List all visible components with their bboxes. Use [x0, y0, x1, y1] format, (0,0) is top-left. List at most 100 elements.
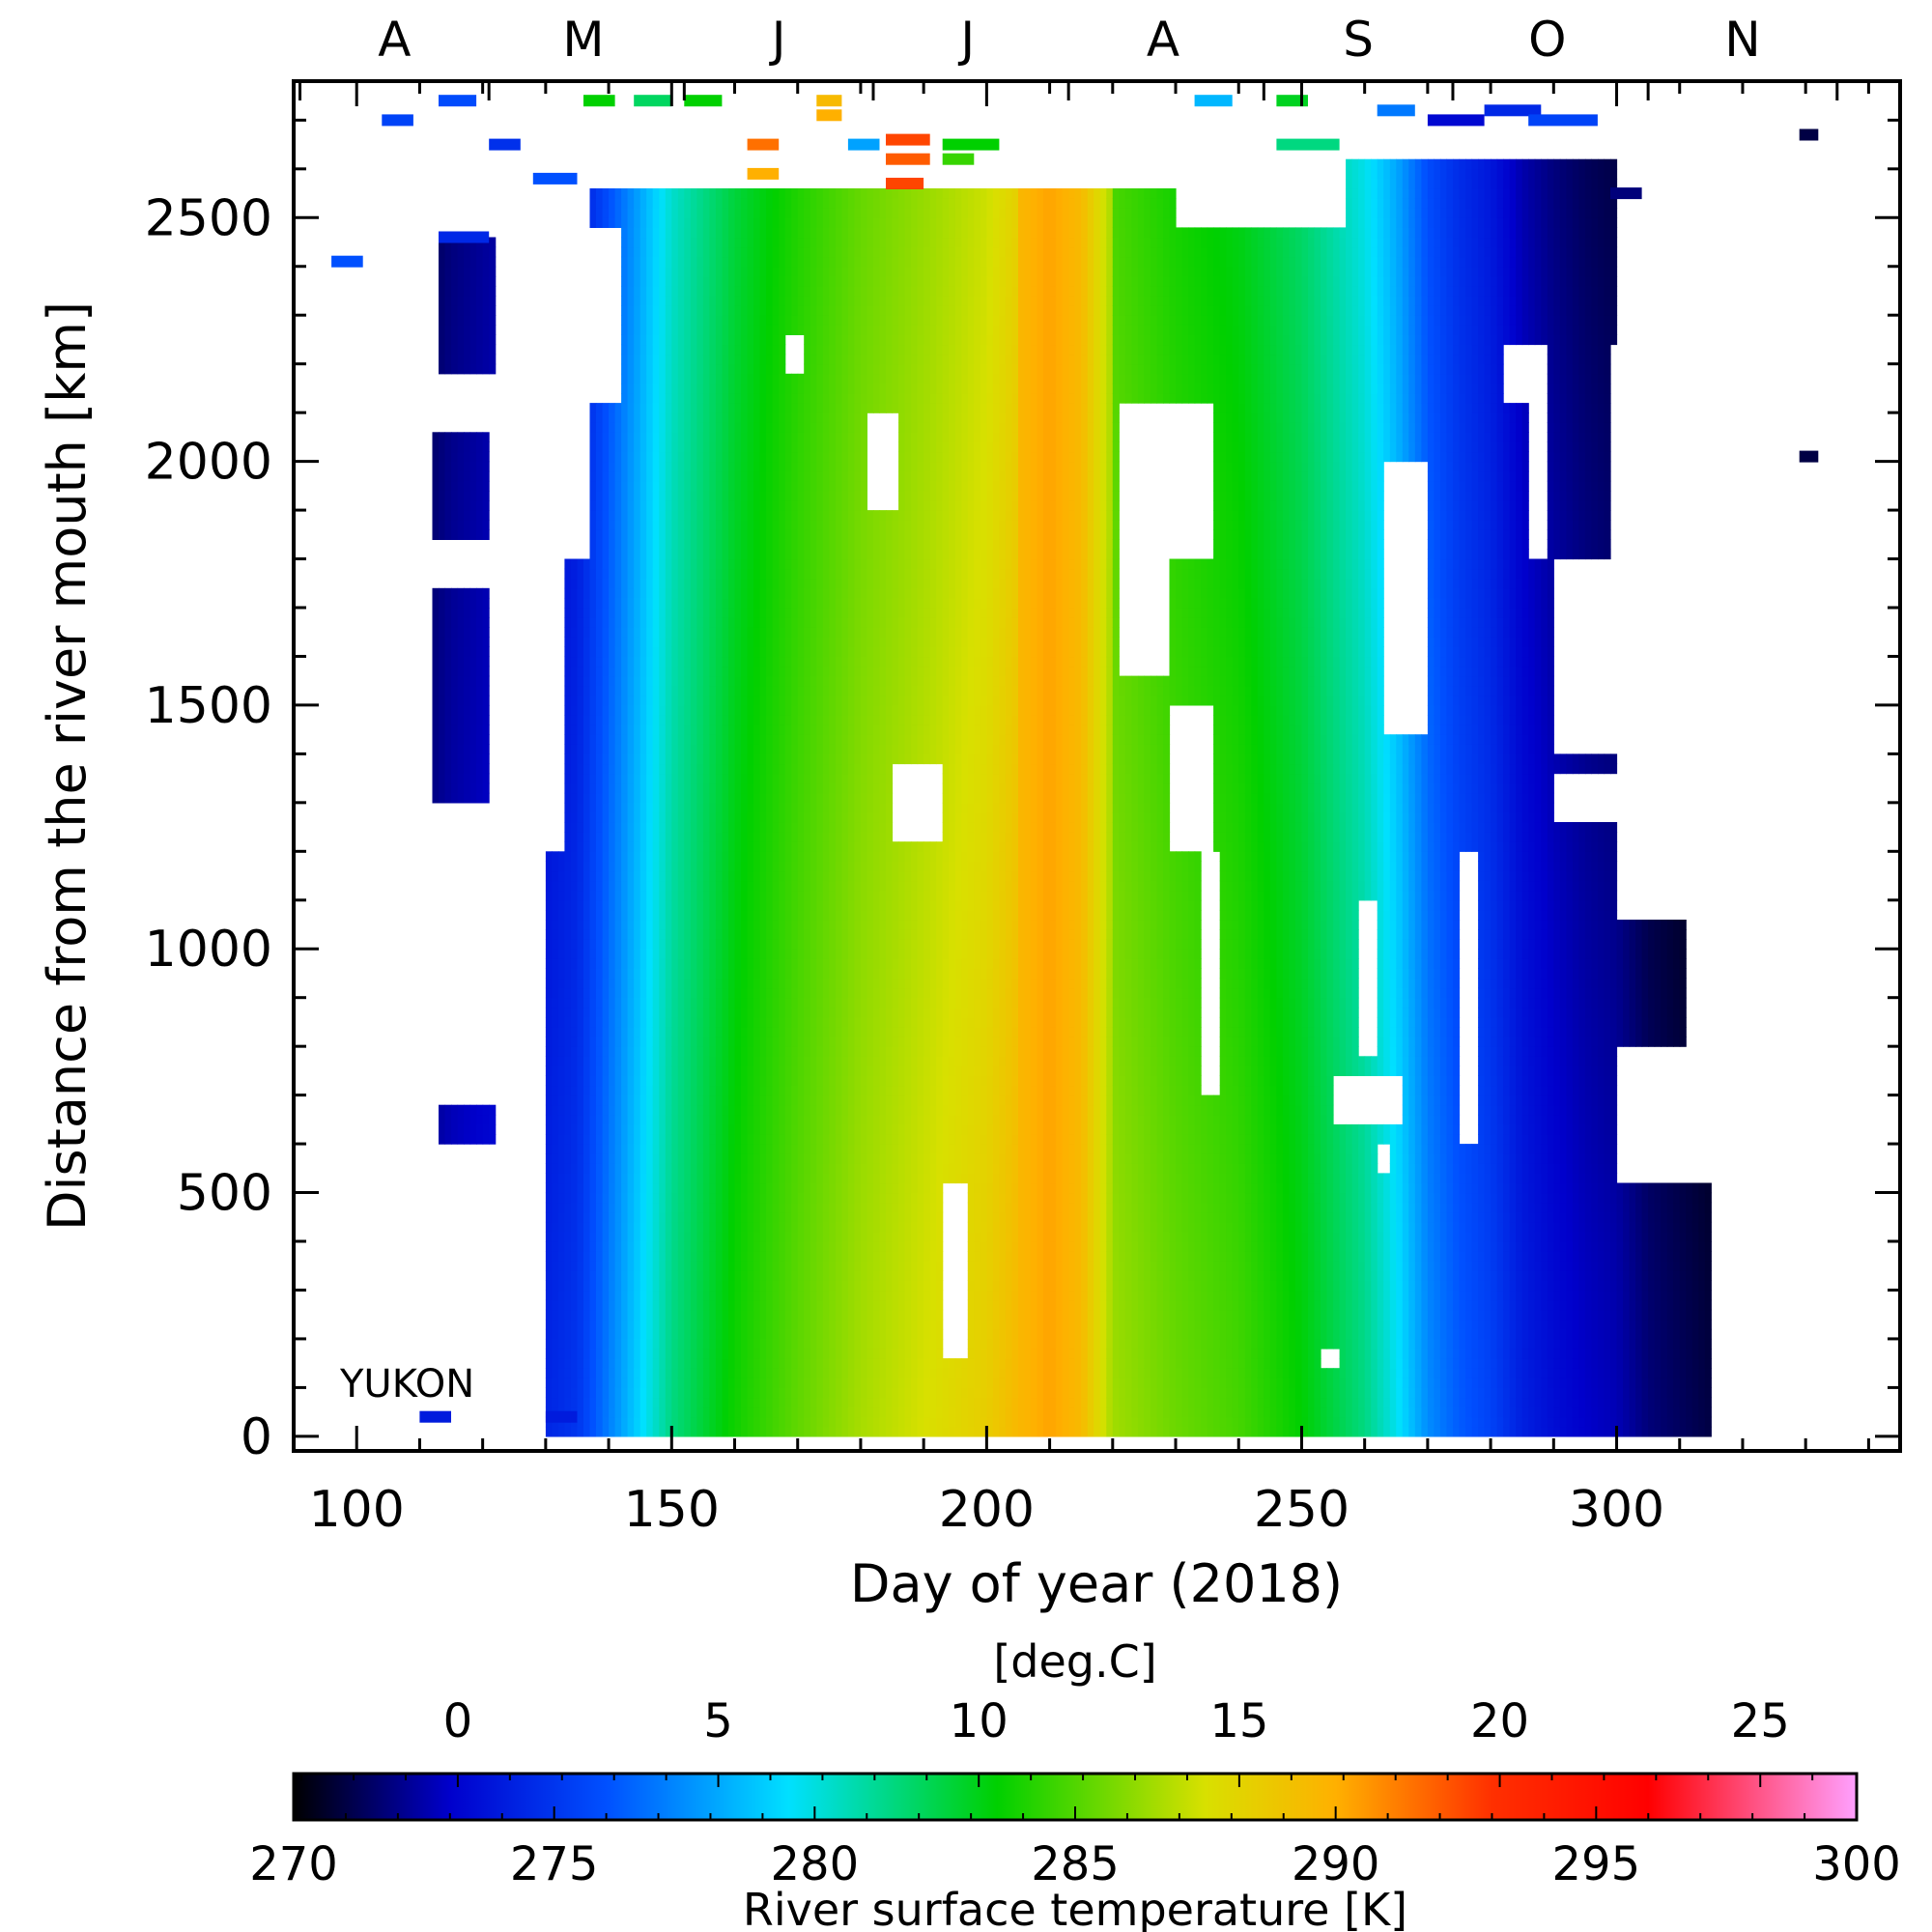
heatmap-cell [728, 256, 736, 268]
heatmap-cell [779, 1299, 786, 1311]
heatmap-cell [457, 695, 465, 706]
heatmap-cell [677, 1358, 685, 1369]
heatmap-cell [439, 715, 446, 725]
heatmap-cell [609, 1182, 616, 1194]
heatmap-cell [646, 1270, 654, 1281]
heatmap-cell [747, 802, 754, 813]
heatmap-cell [779, 217, 786, 228]
heatmap-cell [482, 305, 490, 316]
heatmap-cell [779, 403, 786, 413]
heatmap-cell [583, 997, 591, 1009]
heatmap-cell [779, 1182, 786, 1194]
heatmap-cell [627, 656, 635, 668]
heatmap-cell [684, 422, 692, 433]
heatmap-cell [583, 802, 591, 813]
heatmap-cell [753, 344, 761, 355]
heatmap-cell [545, 1104, 553, 1116]
heatmap-cell [684, 217, 692, 228]
heatmap-cell [784, 256, 792, 268]
heatmap-cell [665, 822, 672, 833]
heatmap-cell [577, 1173, 584, 1184]
heatmap-cell [734, 568, 742, 580]
heatmap-cell [766, 1280, 774, 1292]
heatmap-cell [646, 1075, 654, 1087]
heatmap-cell [639, 656, 647, 668]
heatmap-cell [696, 1153, 704, 1164]
heatmap-cell [545, 1007, 553, 1018]
heatmap-cell [753, 1319, 761, 1330]
heatmap-cell [722, 851, 729, 862]
heatmap-cell [766, 958, 774, 969]
heatmap-cell [753, 1065, 761, 1076]
heatmap-cell [627, 334, 635, 346]
heatmap-cell [589, 909, 597, 921]
heatmap-cell [677, 188, 685, 199]
heatmap-cell [545, 1261, 553, 1271]
heatmap-cell [759, 715, 767, 725]
heatmap-cell [715, 1123, 723, 1135]
heatmap-cell [432, 782, 440, 794]
heatmap-cell [690, 237, 697, 248]
heatmap-cell [766, 461, 774, 472]
heatmap-cell [766, 734, 774, 745]
heatmap-cell [690, 929, 697, 940]
heatmap-cell [702, 920, 710, 930]
heatmap-cell [439, 246, 446, 258]
heatmap-cell [715, 1075, 723, 1087]
heatmap-cell [652, 490, 660, 501]
heatmap-cell [709, 929, 717, 940]
heatmap-cell [652, 1094, 660, 1106]
heatmap-cell [564, 715, 572, 725]
heatmap-cell [570, 1123, 578, 1135]
heatmap-cell [690, 1221, 697, 1233]
heatmap-cell [696, 851, 704, 862]
heatmap-cell [614, 568, 622, 580]
heatmap-cell [784, 373, 792, 384]
heatmap-cell [589, 978, 597, 989]
heatmap-cell [659, 1134, 667, 1145]
heatmap-cell [557, 1046, 565, 1057]
heatmap-cell [564, 1046, 572, 1057]
heatmap-cell [766, 441, 774, 453]
heatmap-cell [784, 968, 792, 980]
heatmap-cell [784, 1173, 792, 1184]
heatmap-cell [614, 1416, 622, 1428]
heatmap-cell [444, 480, 452, 492]
heatmap-cell [665, 461, 672, 472]
heatmap-cell [677, 822, 685, 833]
heatmap-cell [728, 315, 736, 326]
heatmap-cell [457, 296, 465, 306]
heatmap-cell [464, 529, 471, 540]
heatmap-cell [564, 568, 572, 580]
heatmap-cell [684, 734, 692, 745]
heatmap-cell [634, 763, 641, 775]
heatmap-cell [564, 1173, 572, 1184]
heatmap-cell [457, 792, 465, 804]
heatmap-cell [634, 568, 641, 580]
heatmap-cell [766, 500, 774, 511]
heatmap-cell [639, 782, 647, 794]
heatmap-cell [690, 500, 697, 511]
heatmap-cell [609, 1037, 616, 1047]
heatmap-cell [639, 510, 647, 521]
heatmap-cell [715, 227, 723, 239]
heatmap-cell [753, 275, 761, 287]
heatmap-cell [779, 1027, 786, 1037]
heatmap-cell [564, 627, 572, 638]
heatmap-cell [439, 1114, 446, 1125]
heatmap-cell [747, 608, 754, 618]
heatmap-cell [646, 520, 654, 530]
heatmap-cell [596, 198, 604, 209]
heatmap-cell [784, 753, 792, 765]
heatmap-cell [779, 1085, 786, 1096]
heatmap-cell [621, 363, 629, 375]
heatmap-cell [609, 851, 616, 862]
heatmap-cell [784, 266, 792, 277]
heatmap-cell [677, 1299, 685, 1311]
heatmap-cell [469, 666, 477, 677]
heatmap-cell [614, 1016, 622, 1028]
heatmap-cell [570, 1290, 578, 1301]
heatmap-cell [702, 558, 710, 570]
heatmap-cell [784, 841, 792, 852]
heatmap-cell [457, 275, 465, 287]
